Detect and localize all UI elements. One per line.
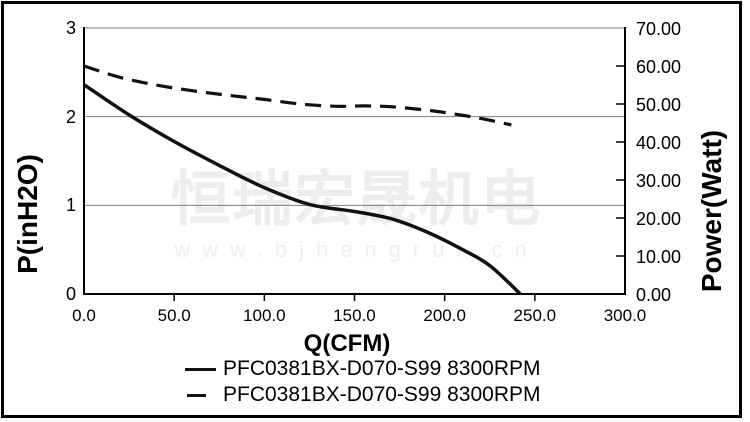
x-tick-label: 200.0 — [423, 306, 466, 325]
left-axis-title: P(inH2O) — [12, 154, 43, 274]
legend-label-pressure: PFC0381BX-D070-S99 8300RPM — [223, 357, 541, 380]
legend-row-power-curve: PFC0381BX-D070-S99 8300RPM — [185, 382, 541, 408]
legend-label-power: PFC0381BX-D070-S99 8300RPM — [223, 383, 541, 406]
left-tick-label: 2 — [65, 106, 76, 127]
dashed-line-sample-icon — [185, 393, 216, 397]
left-tick-label: 0 — [65, 284, 76, 304]
legend-row-pressure-curve: PFC0381BX-D070-S99 8300RPM — [185, 356, 541, 382]
right-tick-label: 40.00 — [636, 133, 682, 153]
pressure-curve — [83, 83, 522, 296]
right-tick-label: 0.00 — [636, 285, 672, 305]
x-axis-title: Q(CFM) — [303, 330, 391, 357]
right-tick-label: 50.00 — [636, 95, 682, 115]
right-tick-label: 60.00 — [636, 57, 682, 77]
right-tick-label: 70.00 — [636, 19, 682, 39]
x-tick-label: 0.0 — [72, 306, 96, 325]
legend: PFC0381BX-D070-S99 8300RPM PFC0381BX-D07… — [185, 356, 541, 408]
left-tick-label: 1 — [65, 195, 76, 216]
power-curve — [83, 64, 512, 127]
right-tick-label: 10.00 — [636, 247, 682, 267]
x-tick-label: 50.0 — [157, 306, 191, 325]
x-tick-label: 100.0 — [243, 306, 286, 325]
left-tick-label: 3 — [65, 18, 76, 38]
right-axis-title: Power(Watt) — [696, 129, 727, 293]
solid-line-sample-icon — [185, 367, 216, 371]
right-tick-label: 20.00 — [636, 209, 682, 229]
right-tick-label: 30.00 — [636, 171, 682, 191]
x-tick-label: 250.0 — [513, 306, 557, 325]
x-tick-label: 300.0 — [603, 306, 647, 325]
x-tick-label: 150.0 — [333, 306, 376, 325]
